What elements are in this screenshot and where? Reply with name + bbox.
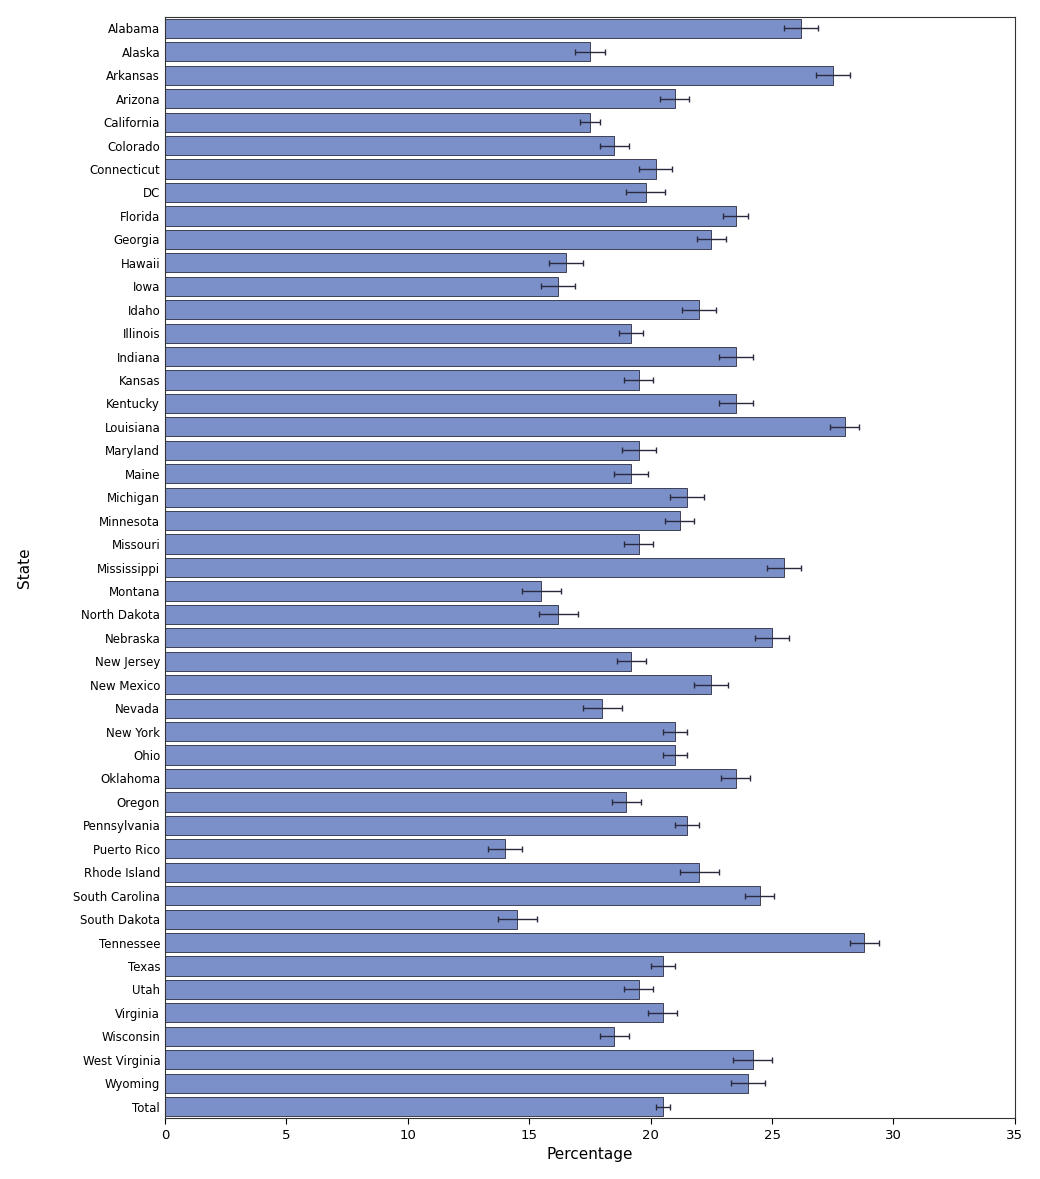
Bar — [165, 370, 639, 389]
Bar — [165, 323, 631, 343]
Bar — [165, 605, 558, 624]
Bar — [165, 183, 646, 202]
Bar — [165, 933, 864, 953]
Bar — [165, 347, 735, 367]
Bar — [165, 1003, 662, 1022]
Bar — [165, 206, 735, 225]
Bar — [165, 676, 711, 694]
Bar — [165, 136, 615, 156]
Bar — [165, 417, 844, 436]
Bar — [165, 1096, 662, 1117]
Bar — [165, 1050, 753, 1069]
Bar — [165, 42, 590, 61]
Bar — [165, 628, 772, 647]
Bar — [165, 816, 687, 835]
Bar — [165, 488, 687, 507]
Bar — [165, 652, 631, 671]
Bar — [165, 112, 590, 132]
Bar — [165, 909, 517, 929]
Bar — [165, 90, 675, 108]
Y-axis label: State: State — [17, 547, 31, 588]
Bar — [165, 863, 699, 882]
Bar — [165, 253, 566, 272]
Bar — [165, 159, 655, 179]
Bar — [165, 769, 735, 788]
Bar — [165, 887, 760, 905]
Bar — [165, 956, 662, 975]
Bar — [165, 394, 735, 413]
Bar — [165, 66, 833, 85]
Bar — [165, 745, 675, 765]
Bar — [165, 698, 602, 718]
Bar — [165, 839, 505, 858]
Bar — [165, 511, 680, 531]
Bar — [165, 301, 699, 320]
Bar — [165, 558, 784, 578]
X-axis label: Percentage: Percentage — [547, 1147, 633, 1162]
Bar — [165, 19, 801, 38]
Bar — [165, 792, 626, 811]
Bar — [165, 581, 542, 600]
Bar — [165, 441, 639, 460]
Bar — [165, 980, 639, 999]
Bar — [165, 277, 558, 296]
Bar — [165, 1027, 615, 1046]
Bar — [165, 230, 711, 249]
Bar — [165, 465, 631, 483]
Bar — [165, 722, 675, 742]
Bar — [165, 534, 639, 554]
Bar — [165, 1074, 748, 1093]
